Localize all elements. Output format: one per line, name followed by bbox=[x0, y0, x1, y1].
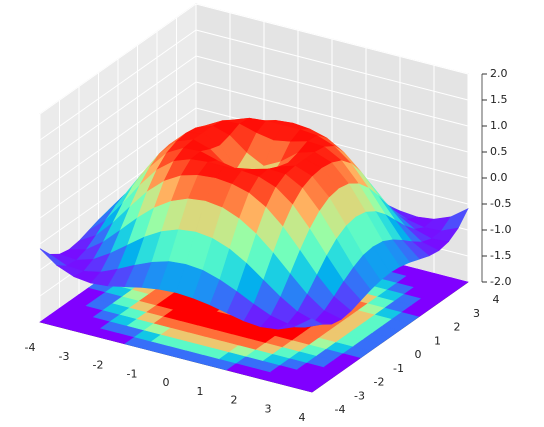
z-tick-label: 1.5 bbox=[490, 93, 508, 106]
grid-line bbox=[195, 55, 469, 127]
z-tick-label: -0.5 bbox=[490, 197, 511, 210]
z-tick-label: 0.0 bbox=[490, 171, 508, 184]
x-tick-label: 4 bbox=[299, 411, 306, 424]
y-tick-label: 1 bbox=[434, 334, 441, 347]
z-tick-label: -1.5 bbox=[490, 249, 511, 262]
z-tick-label: -2.0 bbox=[490, 275, 511, 288]
x-tick-label: -2 bbox=[93, 359, 104, 372]
y-tick-label: -4 bbox=[335, 403, 346, 416]
y-tick-label: -1 bbox=[393, 362, 404, 375]
x-tick-label: 0 bbox=[163, 376, 170, 389]
y-tick-label: 0 bbox=[415, 348, 422, 361]
x-tick-label: -1 bbox=[127, 367, 138, 380]
surface-cell bbox=[294, 318, 323, 328]
grid-line bbox=[195, 3, 469, 75]
grid-line bbox=[39, 107, 197, 219]
y-tick-label: -3 bbox=[354, 389, 365, 402]
z-tick-label: 2.0 bbox=[490, 67, 508, 80]
grid-line bbox=[195, 81, 469, 153]
z-tick-label: -1.0 bbox=[490, 223, 511, 236]
grid-line bbox=[195, 29, 469, 101]
grid-line bbox=[39, 81, 197, 193]
y-tick-label: -2 bbox=[374, 376, 385, 389]
grid-line bbox=[39, 3, 197, 115]
z-tick-label: 0.5 bbox=[490, 145, 508, 158]
x-tick-label: 3 bbox=[265, 402, 272, 415]
y-tick-label: 3 bbox=[473, 307, 480, 320]
grid-line bbox=[39, 29, 197, 141]
grid-line bbox=[39, 55, 197, 167]
x-tick-label: -3 bbox=[59, 350, 70, 363]
y-tick-label: 4 bbox=[493, 293, 500, 306]
contour-cell bbox=[440, 277, 469, 290]
x-tick-label: 2 bbox=[231, 394, 238, 407]
x-tick-label: 1 bbox=[197, 385, 204, 398]
z-tick-label: 1.0 bbox=[490, 119, 508, 132]
x-tick-label: -4 bbox=[25, 341, 36, 354]
y-tick-label: 2 bbox=[454, 321, 461, 334]
